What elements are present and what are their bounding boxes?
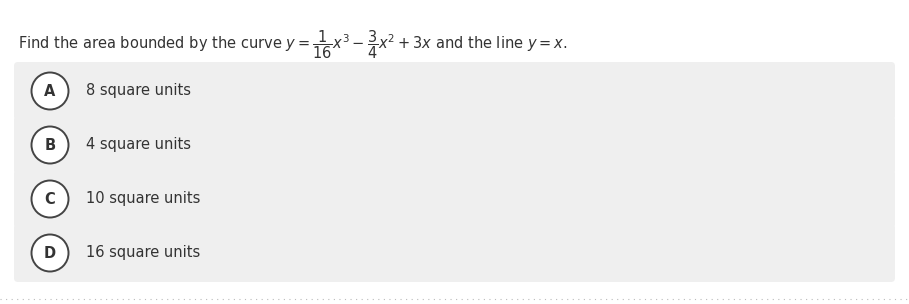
Text: B: B <box>45 137 55 153</box>
Text: 8 square units: 8 square units <box>86 84 192 98</box>
Text: C: C <box>45 192 55 206</box>
Text: D: D <box>44 246 56 261</box>
Circle shape <box>32 126 68 164</box>
Circle shape <box>32 234 68 271</box>
Circle shape <box>32 181 68 217</box>
FancyBboxPatch shape <box>14 62 895 120</box>
Text: A: A <box>45 84 55 98</box>
Text: 4 square units: 4 square units <box>86 137 192 153</box>
FancyBboxPatch shape <box>14 116 895 174</box>
FancyBboxPatch shape <box>14 170 895 228</box>
Text: Find the area bounded by the curve $y = \dfrac{1}{16}x^3 - \dfrac{3}{4}x^2 + 3x$: Find the area bounded by the curve $y = … <box>18 28 567 60</box>
FancyBboxPatch shape <box>14 224 895 282</box>
Text: 16 square units: 16 square units <box>86 246 201 261</box>
Circle shape <box>32 72 68 109</box>
Text: 10 square units: 10 square units <box>86 192 201 206</box>
